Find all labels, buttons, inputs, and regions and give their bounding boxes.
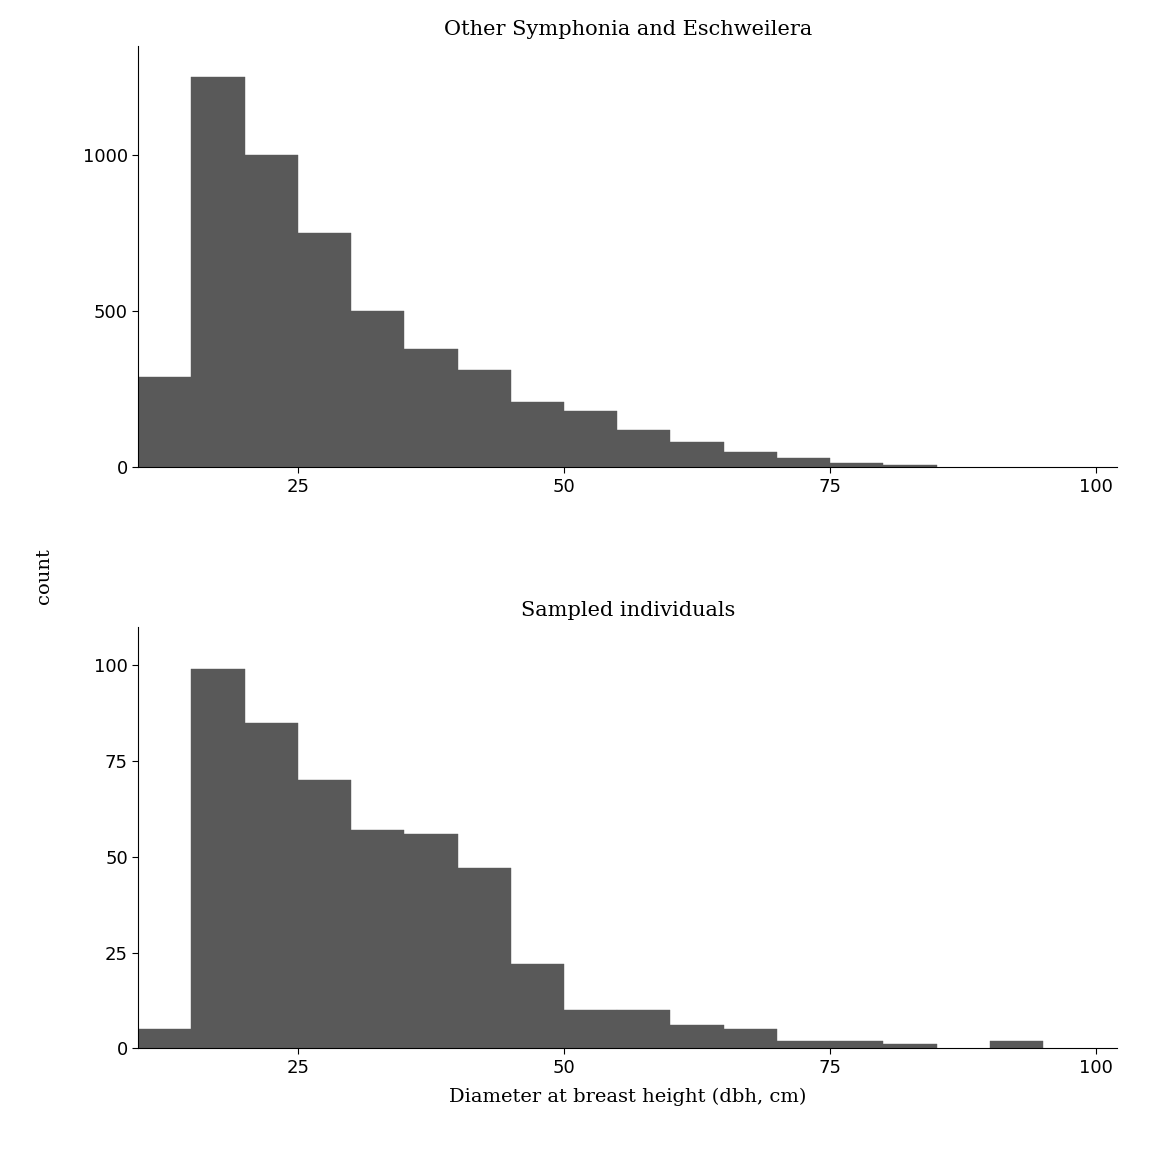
Bar [510,402,564,468]
Bar [564,1010,617,1048]
Title: Sampled individuals: Sampled individuals [521,601,735,620]
X-axis label: Diameter at breast height (dbh, cm): Diameter at breast height (dbh, cm) [449,1087,806,1106]
Bar [138,377,191,468]
Bar [244,723,298,1048]
Bar [617,430,670,468]
Bar [457,371,510,468]
Bar [723,1029,776,1048]
Bar [351,311,404,468]
Bar [244,156,298,468]
Bar [457,869,510,1048]
Bar [670,442,723,468]
Bar [510,964,564,1048]
Bar [723,452,776,468]
Bar [298,780,351,1048]
Bar [884,464,937,468]
Bar [831,1040,884,1048]
Bar [404,834,457,1048]
Text: count: count [35,548,53,604]
Bar [617,1010,670,1048]
Bar [776,457,831,468]
Bar [298,233,351,468]
Bar [138,1029,191,1048]
Bar [191,77,244,468]
Bar [564,411,617,468]
Bar [670,1025,723,1048]
Title: Other Symphonia and Eschweilera: Other Symphonia and Eschweilera [444,20,812,39]
Bar [191,669,244,1048]
Bar [884,1045,937,1048]
Bar [404,349,457,468]
Bar [776,1040,831,1048]
Bar [351,831,404,1048]
Bar [990,1040,1043,1048]
Bar [831,462,884,468]
